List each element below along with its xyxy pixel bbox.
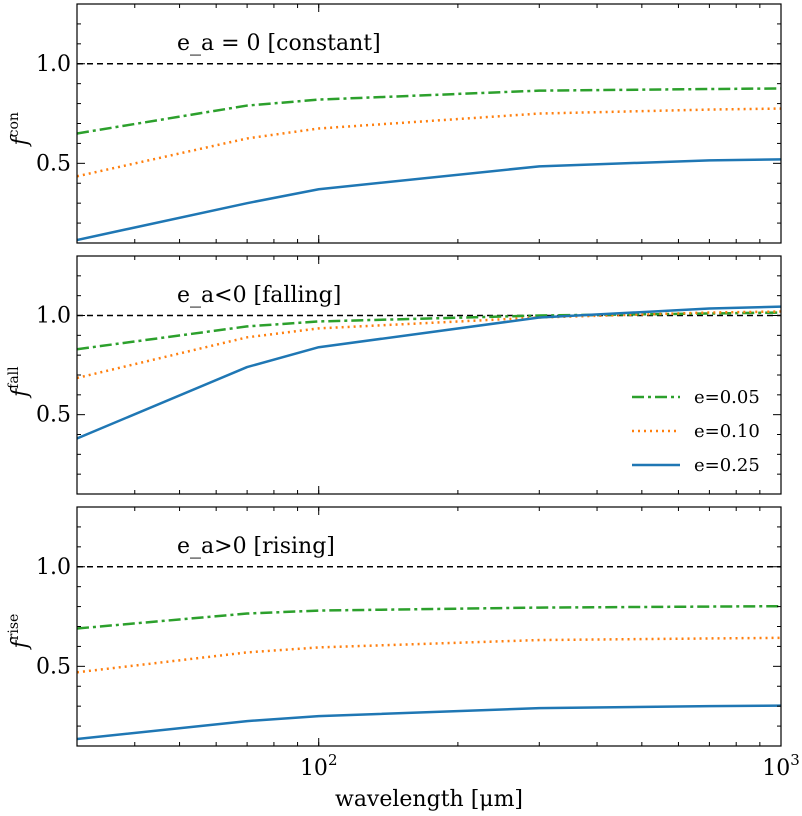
series-line-e005-rise [77,604,781,630]
x-axis-label: wavelength [μm] [335,787,523,812]
legend-label-e025: e=0.25 [694,455,760,476]
y-axis-label-con: fcon [6,112,33,147]
panel-rise: 0.5 1.0 frise e_a>0 [rising] [6,506,782,747]
legend: e=0.05 e=0.10 e=0.25 [632,387,760,476]
y-tick-label: 0.5 [36,403,71,428]
y-axis-label-fall: ffall [6,366,33,399]
y-axis-label-sup: rise [6,614,22,641]
series-line-e025-fall [77,305,781,440]
series-line-e010-rise [77,636,781,674]
x-tick-label-exp: 2 [328,751,338,769]
y-tick-label: 0.5 [36,151,71,176]
panel-title-con: e_a = 0 [constant] [177,31,381,56]
panel-title-fall: e_a<0 [falling] [177,283,341,308]
y-axis-label-sup: fall [6,366,22,389]
series-line-e010-con [77,107,781,178]
y-tick-label: 1.0 [36,304,71,329]
y-axis-label-rise: frise [6,614,33,651]
y-axis-label-sup: con [6,112,22,137]
legend-label-e005: e=0.05 [694,387,760,408]
panel-fall: 0.5 1.0 ffall e_a<0 [falling] [6,255,782,495]
y-tick-label: 0.5 [36,654,71,679]
x-tick-label: 103 [762,751,800,781]
series-line-e010-fall [77,310,781,380]
series-group-con [77,87,781,242]
series-line-e005-con [77,87,781,135]
y-tick-label: 1.0 [36,555,71,580]
series-group-fall [77,305,781,440]
series-line-e025-rise [77,704,781,741]
series-line-e005-fall [77,311,781,351]
y-tick-label: 1.0 [36,52,71,77]
series-line-e025-con [77,158,781,242]
series-group-rise [77,604,781,741]
panel-title-rise: e_a>0 [rising] [177,534,335,559]
panel-con: 0.5 1.0 fcon e_a = 0 [constant] [6,3,782,244]
legend-label-e010: e=0.10 [694,421,760,442]
x-tick-label-exp: 3 [790,751,800,769]
x-tick-label: 102 [300,751,338,781]
